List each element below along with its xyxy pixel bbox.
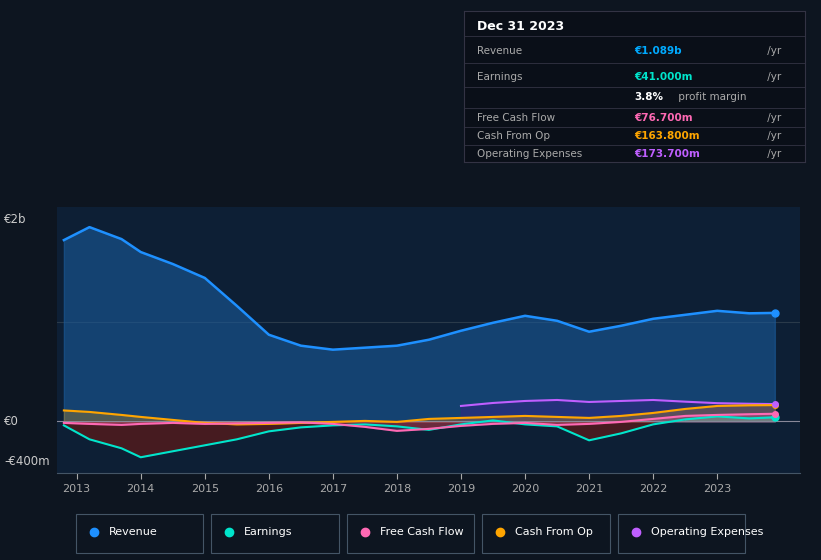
Text: €1.089b: €1.089b bbox=[635, 46, 682, 56]
Text: Earnings: Earnings bbox=[478, 72, 523, 82]
Text: -€400m: -€400m bbox=[4, 455, 50, 468]
Text: €41.000m: €41.000m bbox=[635, 72, 693, 82]
Text: /yr: /yr bbox=[764, 113, 781, 123]
Text: Free Cash Flow: Free Cash Flow bbox=[478, 113, 556, 123]
FancyBboxPatch shape bbox=[212, 514, 338, 553]
Text: /yr: /yr bbox=[764, 131, 781, 141]
Text: /yr: /yr bbox=[764, 72, 781, 82]
Text: €173.700m: €173.700m bbox=[635, 149, 700, 159]
FancyBboxPatch shape bbox=[347, 514, 475, 553]
FancyBboxPatch shape bbox=[617, 514, 745, 553]
Text: Revenue: Revenue bbox=[478, 46, 523, 56]
Text: Dec 31 2023: Dec 31 2023 bbox=[478, 20, 565, 33]
Text: €2b: €2b bbox=[4, 213, 26, 226]
Text: €76.700m: €76.700m bbox=[635, 113, 693, 123]
Text: Cash From Op: Cash From Op bbox=[516, 527, 593, 537]
FancyBboxPatch shape bbox=[76, 514, 203, 553]
Text: 3.8%: 3.8% bbox=[635, 92, 663, 101]
Text: Free Cash Flow: Free Cash Flow bbox=[379, 527, 463, 537]
Text: €0: €0 bbox=[4, 415, 19, 428]
Text: Operating Expenses: Operating Expenses bbox=[650, 527, 763, 537]
Text: Cash From Op: Cash From Op bbox=[478, 131, 551, 141]
Text: /yr: /yr bbox=[764, 46, 781, 56]
Text: profit margin: profit margin bbox=[675, 92, 746, 101]
Text: €163.800m: €163.800m bbox=[635, 131, 699, 141]
Text: Operating Expenses: Operating Expenses bbox=[478, 149, 583, 159]
Text: Earnings: Earnings bbox=[244, 527, 293, 537]
FancyBboxPatch shape bbox=[482, 514, 609, 553]
Text: Revenue: Revenue bbox=[108, 527, 158, 537]
Text: /yr: /yr bbox=[764, 149, 781, 159]
